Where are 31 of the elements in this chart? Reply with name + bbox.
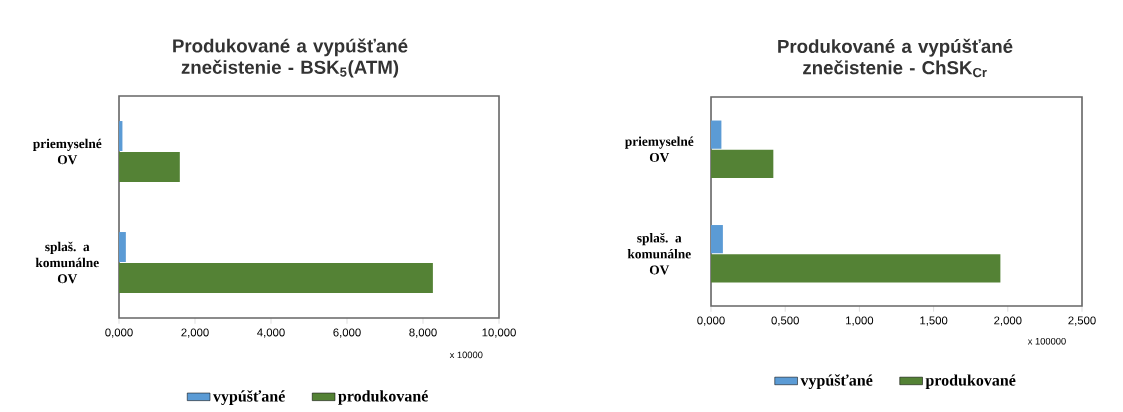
text: x 10000 — [449, 351, 483, 359]
y-tick-label: priemyselné OV — [625, 136, 694, 162]
y-tick-label: splaš. a komunálne OV — [627, 232, 691, 275]
x-tick-label: 6,000 — [333, 328, 361, 338]
legend-label: produkované — [338, 390, 428, 405]
chart-title: Produkované a vypúšťané znečistenie - ChSK$_{Cr}$ — [778, 38, 1013, 78]
x-tick-label: 1,000 — [846, 316, 874, 326]
x-tick-label: 1,500 — [920, 316, 948, 326]
bar — [711, 254, 1001, 283]
y-tick-label: splaš. a komunálne OV — [35, 241, 99, 284]
x-tick-label: 2,000 — [994, 316, 1022, 326]
x-tick-label: 4,000 — [257, 328, 285, 338]
y-tick-label: priemyselné OV — [33, 138, 102, 165]
bar — [119, 232, 126, 263]
chart-title: Produkované a vypúšťané znečistenie - BSK$_{5}$(ATM) — [173, 38, 408, 78]
bar — [711, 120, 722, 149]
x-tick-label: 2,500 — [1068, 316, 1096, 326]
text: x 100000 — [1027, 337, 1066, 345]
legend-label: vypúšťané — [212, 390, 285, 405]
x-tick-label: 8,000 — [409, 328, 437, 338]
bar — [119, 152, 180, 182]
bar — [711, 149, 774, 178]
x-tick-label: 0,000 — [105, 328, 133, 338]
x-tick-label: 2,000 — [181, 328, 209, 338]
legend-label: produkované — [925, 374, 1016, 389]
x-tick-label: 0,000 — [697, 316, 725, 326]
bar — [711, 225, 723, 254]
bar — [119, 262, 433, 293]
legend-label: vypúšťané — [800, 374, 873, 390]
x-tick-label: 10,000 — [482, 328, 516, 338]
x-tick-label: 0,500 — [771, 316, 799, 326]
